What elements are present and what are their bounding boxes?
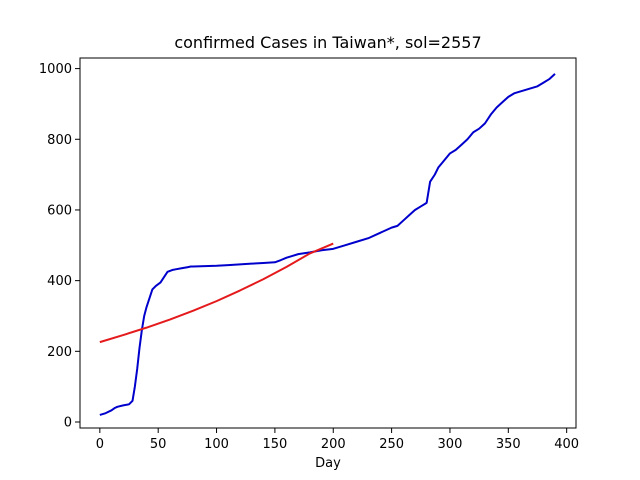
x-axis: 0 50 100 150 200 250 300 350 400 xyxy=(96,428,579,452)
x-axis-label: Day xyxy=(315,456,341,471)
plot-frame xyxy=(79,57,577,429)
x-tick-label: 400 xyxy=(554,437,579,452)
x-tick-label: 150 xyxy=(262,437,287,452)
x-tick-label: 350 xyxy=(496,437,521,452)
y-tick-label: 0 xyxy=(64,415,72,430)
y-tick-label: 1000 xyxy=(39,62,72,77)
x-tick-label: 250 xyxy=(379,437,404,452)
y-tick-label: 800 xyxy=(47,133,72,148)
x-tick-label: 200 xyxy=(321,437,346,452)
y-tick-label: 400 xyxy=(47,274,72,289)
x-tick-label: 300 xyxy=(438,437,463,452)
series-layer xyxy=(99,73,556,416)
x-tick-label: 0 xyxy=(96,437,104,452)
x-tick-label: 100 xyxy=(204,437,229,452)
series-line-1 xyxy=(99,242,334,344)
y-tick-label: 200 xyxy=(47,345,72,360)
chart-title: confirmed Cases in Taiwan*, sol=2557 xyxy=(174,33,481,52)
series-line-0 xyxy=(99,73,556,416)
y-tick-label: 600 xyxy=(47,203,72,218)
x-tick-label: 50 xyxy=(150,437,167,452)
y-axis: 0 200 400 600 800 1000 xyxy=(39,62,80,430)
